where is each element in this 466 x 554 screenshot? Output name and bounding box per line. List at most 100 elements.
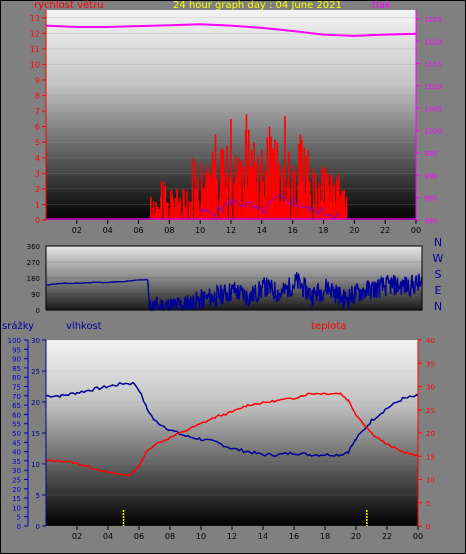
direction-tick-label: 0 xyxy=(36,307,40,315)
wind-x-tick-label: 18 xyxy=(318,226,328,235)
humidity-tick-label: 0 xyxy=(36,523,40,531)
wind-speed-tick-label: 11 xyxy=(30,45,40,54)
climate-x-tick-label: 02 xyxy=(72,532,82,541)
temperature-tick-label: 10 xyxy=(426,477,435,485)
compass-label: N xyxy=(434,236,442,249)
wind-speed-tick-label: 10 xyxy=(30,60,40,69)
humidity-tick-label: 15 xyxy=(31,430,40,438)
temperature-tick-label: 35 xyxy=(426,360,435,368)
compass-label: S xyxy=(435,268,442,281)
direction-frame xyxy=(45,245,423,311)
rain-label: srážky xyxy=(2,321,35,332)
rain-tick-label: 60 xyxy=(12,411,21,419)
wind-speed-tick-label: 1 xyxy=(35,200,40,209)
rain-tick-label: 75 xyxy=(12,384,21,392)
climate-x-tick-label: 04 xyxy=(103,532,113,541)
compass-label: W xyxy=(433,252,444,265)
temperature-tick-label: 0 xyxy=(426,523,430,531)
climate-x-tick-label: 14 xyxy=(258,532,268,541)
rain-tick-label: 80 xyxy=(12,374,21,382)
wind-speed-tick-label: 2 xyxy=(35,185,40,194)
direction-tick-label: 90 xyxy=(31,291,40,299)
pressure-tick-label: 995 xyxy=(424,150,437,158)
pressure-label: tlak xyxy=(372,0,391,11)
rain-tick-label: 15 xyxy=(12,495,21,503)
direction-tick-label: 180 xyxy=(27,275,40,283)
temperature-tick-label: 15 xyxy=(426,453,435,461)
humidity-tick-label: 30 xyxy=(31,337,40,345)
wind-speed-tick-label: 13 xyxy=(30,14,40,23)
rain-tick-label: 10 xyxy=(12,504,21,512)
rain-tick-label: 100 xyxy=(8,337,21,345)
rain-tick-label: 40 xyxy=(12,449,21,457)
rain-tick-label: 50 xyxy=(12,430,21,438)
wind-speed-tick-label: 0 xyxy=(35,216,40,225)
humidity-line xyxy=(45,381,419,458)
pressure-tick-label: 1025 xyxy=(424,16,442,24)
temperature-tick-label: 5 xyxy=(426,500,430,508)
rain-tick-label: 85 xyxy=(12,365,21,373)
wind-speed-tick-label: 4 xyxy=(35,154,40,163)
wind-average-line xyxy=(199,194,340,219)
rain-tick-label: 0 xyxy=(17,523,21,531)
rain-tick-label: 30 xyxy=(12,467,21,475)
temperature-tick-label: 40 xyxy=(426,337,435,345)
rain-tick-label: 55 xyxy=(12,421,21,429)
direction-tick-label: 270 xyxy=(27,259,40,267)
wind-speed-tick-label: 9 xyxy=(35,76,40,85)
wind-x-tick-label: 20 xyxy=(349,226,359,235)
climate-plot-area xyxy=(46,340,418,526)
direction-tick-label: 360 xyxy=(27,243,40,251)
graph-title: 24 hour graph day : 04 June 2021 xyxy=(173,0,342,11)
pressure-tick-label: 980 xyxy=(424,217,437,225)
humidity-tick-label: 25 xyxy=(31,368,40,376)
humidity-tick-label: 10 xyxy=(31,461,40,469)
humidity-tick-label: 20 xyxy=(31,399,40,407)
temperature-tick-label: 25 xyxy=(426,407,435,415)
pressure-line xyxy=(45,23,417,37)
wind-x-tick-label: 00 xyxy=(411,226,421,235)
wind-speed-tick-label: 3 xyxy=(35,169,40,178)
climate-x-tick-label: 12 xyxy=(227,532,237,541)
rain-tick-label: 20 xyxy=(12,486,21,494)
wind-speed-tick-label: 12 xyxy=(30,29,40,38)
humidity-label: vlhkost xyxy=(66,321,102,332)
wind-x-tick-label: 08 xyxy=(164,226,174,235)
rain-tick-label: 70 xyxy=(12,393,21,401)
temperature-tick-label: 30 xyxy=(426,384,435,392)
rain-tick-label: 65 xyxy=(12,402,21,410)
pressure-tick-label: 1015 xyxy=(424,61,442,69)
wind-x-tick-label: 16 xyxy=(288,226,298,235)
rain-tick-label: 95 xyxy=(12,346,21,354)
rain-tick-label: 45 xyxy=(12,439,21,447)
wind-x-tick-label: 14 xyxy=(257,226,267,235)
temperature-tick-label: 20 xyxy=(426,430,435,438)
wind-speed-tick-label: 5 xyxy=(35,138,40,147)
climate-x-tick-label: 16 xyxy=(289,532,299,541)
climate-x-tick-label: 22 xyxy=(382,532,392,541)
compass-label: N xyxy=(434,300,442,313)
climate-x-tick-label: 06 xyxy=(134,532,144,541)
pressure-tick-label: 990 xyxy=(424,172,437,180)
rain-tick-label: 25 xyxy=(12,477,21,485)
rain-tick-label: 35 xyxy=(12,458,21,466)
pressure-tick-label: 1005 xyxy=(424,105,442,113)
pressure-tick-label: 985 xyxy=(424,195,437,203)
wind-x-tick-label: 12 xyxy=(226,226,236,235)
wind-x-tick-label: 10 xyxy=(195,226,205,235)
wind-direction-line xyxy=(45,272,423,311)
climate-x-tick-label: 08 xyxy=(165,532,175,541)
climate-x-tick-label: 00 xyxy=(413,532,423,541)
compass-label: E xyxy=(435,284,442,297)
wind-speed-label: rychlost větru xyxy=(34,0,104,11)
climate-x-tick-label: 18 xyxy=(320,532,330,541)
wind-x-tick-label: 06 xyxy=(133,226,143,235)
wind-x-tick-label: 04 xyxy=(103,226,113,235)
rain-tick-label: 90 xyxy=(12,356,21,364)
climate-x-tick-label: 10 xyxy=(196,532,206,541)
wind-speed-tick-label: 8 xyxy=(35,92,40,101)
wind-x-tick-label: 02 xyxy=(72,226,82,235)
pressure-tick-label: 1020 xyxy=(424,38,442,46)
wind-x-tick-label: 22 xyxy=(380,226,390,235)
pressure-tick-label: 1000 xyxy=(424,128,442,136)
